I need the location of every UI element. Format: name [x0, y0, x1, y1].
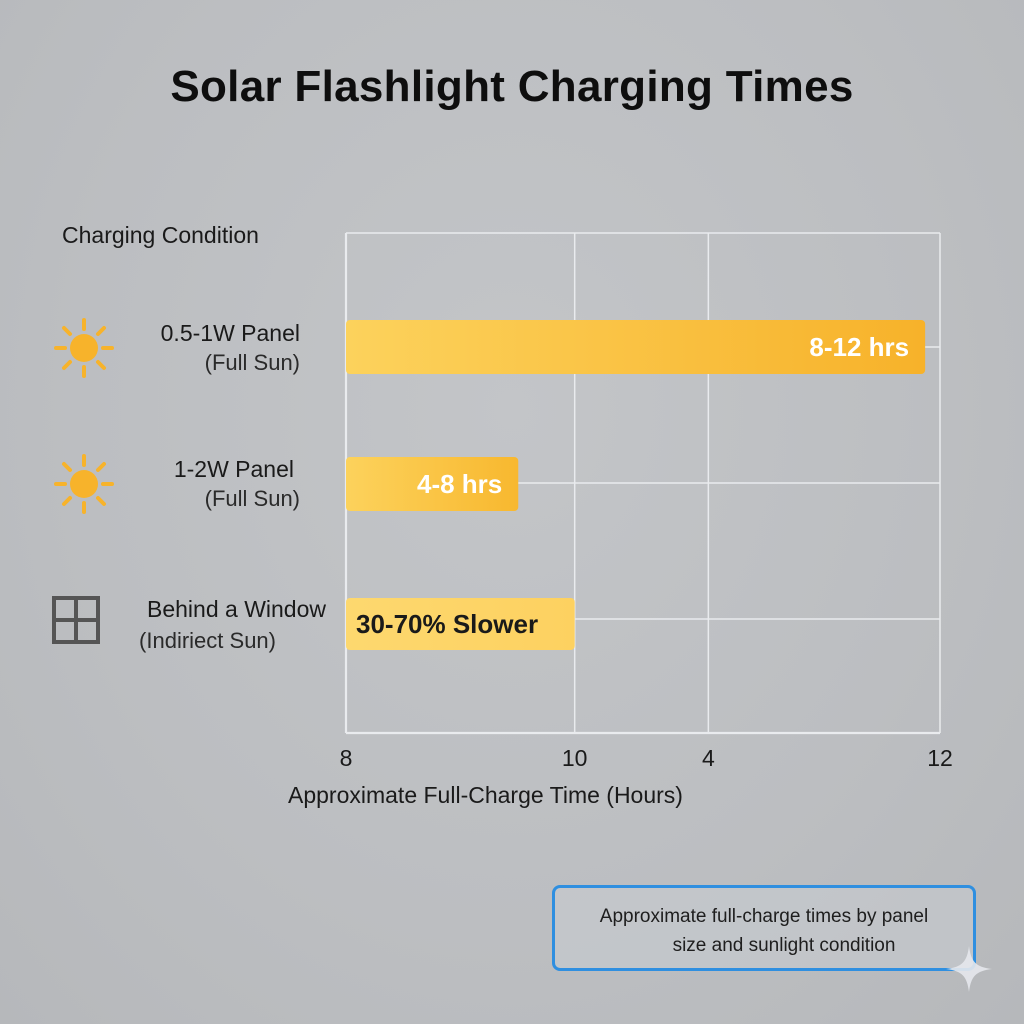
category-2-condition: (Indiriect Sun) [139, 628, 276, 653]
sun-icon [54, 454, 114, 514]
bars: 8-12 hrs 4-8 hrs 30-70% Slower [346, 320, 926, 650]
category-2-name: Behind a Window [147, 596, 326, 622]
bar-label-1: 4-8 hrs [417, 469, 502, 499]
category-0-name: 0.5-1W Panel [160, 320, 300, 346]
window-icon [52, 596, 100, 644]
x-tick-label-3: 12 [927, 745, 953, 771]
category-0-condition: (Full Sun) [204, 350, 300, 375]
sparkle-icon [946, 946, 992, 992]
chart-title: Solar Flashlight Charging Times [170, 62, 854, 111]
category-1-name: 1-2W Panel [173, 456, 294, 482]
bar-2 [346, 598, 575, 650]
bar-0 [346, 320, 926, 374]
bar-label-0: 8-12 hrs [809, 332, 909, 362]
bar-1 [346, 457, 519, 511]
category-label-0: 0.5-1W Panel (Full Sun) [0, 316, 300, 378]
caption-line-2: size and sunlight condition [672, 935, 896, 956]
category-axis-title: Charging Condition [62, 222, 259, 248]
x-tick-label-1: 10 [562, 745, 588, 771]
category-label-2: Behind a Window (Indiriect Sun) [0, 592, 326, 653]
x-axis-label: Approximate Full-Charge Time (Hours) [288, 782, 683, 808]
caption-box: Approximate full-charge times by panel s… [552, 885, 976, 971]
x-tick-label-0: 8 [340, 745, 353, 771]
x-tick-labels: 8 10 4 12 [340, 745, 953, 771]
category-label-1: 1-2W Panel (Full Sun) [0, 452, 300, 514]
category-1-condition: (Full Sun) [204, 486, 300, 511]
bar-label-2: 30-70% Slower [356, 609, 538, 639]
sun-icon [54, 318, 114, 378]
x-tick-label-2: 4 [702, 745, 715, 771]
caption-line-1: Approximate full-charge times by panel [599, 906, 929, 927]
